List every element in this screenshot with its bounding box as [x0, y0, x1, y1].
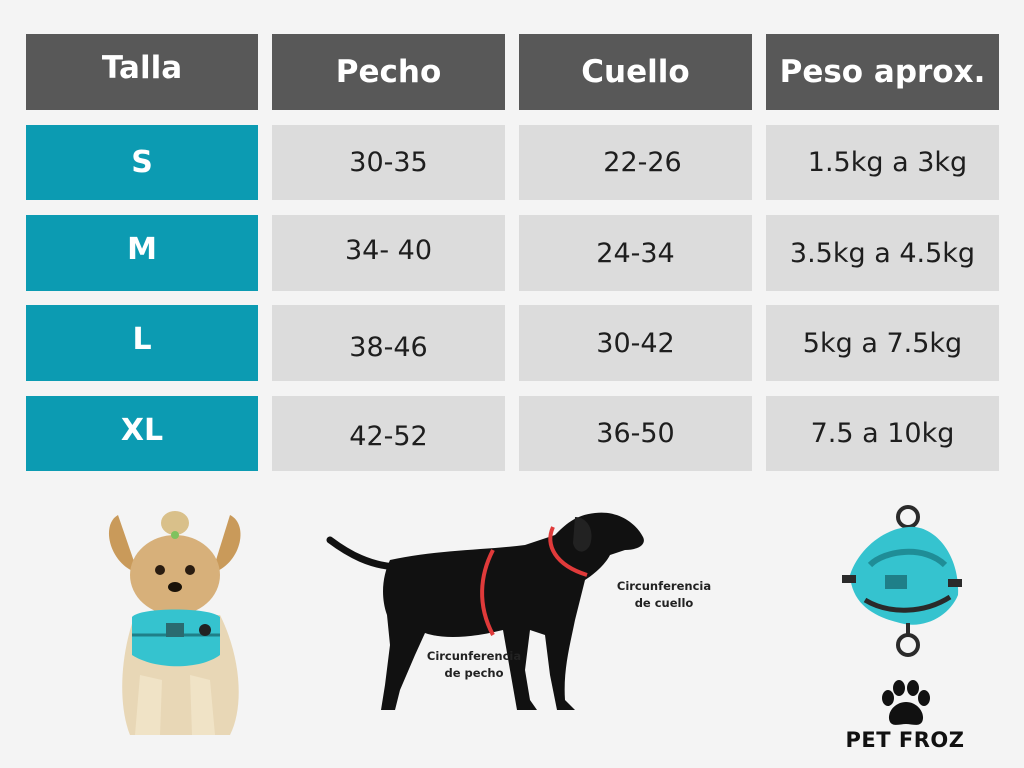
cuello-cell-l: 30-42	[519, 305, 752, 381]
peso-cell-s: 1.5kg a 3kg	[766, 125, 999, 200]
yorkie-photo	[108, 511, 241, 735]
size-cell-m: M	[26, 215, 258, 291]
pecho-cell-xl: 42-52	[272, 396, 505, 471]
peso-cell-m: 3.5kg a 4.5kg	[766, 215, 999, 291]
neck-measure-line	[548, 526, 588, 577]
header-cuello: Cuello	[519, 34, 752, 110]
cuello-cell-s: 22-26	[519, 125, 752, 200]
pecho-cell-l: 38-46	[272, 305, 505, 381]
harness-photo	[842, 505, 962, 657]
dog-measurement-diagram	[326, 512, 644, 710]
peso-cell-l: 5kg a 7.5kg	[766, 305, 999, 381]
chest-measure-line	[480, 549, 495, 636]
cuello-cell-m: 24-34	[519, 215, 752, 291]
header-talla: Talla	[26, 34, 258, 110]
header-peso: Peso aprox.	[766, 34, 999, 110]
cuello-cell-xl: 36-50	[519, 396, 752, 471]
pecho-cell-m: 34- 40	[272, 215, 505, 291]
pecho-cell-s: 30-35	[272, 125, 505, 200]
neck-label: Circunferencia de cuello	[616, 579, 712, 610]
paw-icon	[882, 680, 930, 725]
size-cell-xl: XL	[26, 396, 258, 471]
brand-name: PET FROZ	[845, 728, 965, 752]
header-pecho: Pecho	[272, 34, 505, 110]
size-cell-l: L	[26, 305, 258, 381]
chest-label: Circunferencia de pecho	[426, 649, 522, 680]
size-cell-s: S	[26, 125, 258, 200]
peso-cell-xl: 7.5 a 10kg	[766, 396, 999, 471]
